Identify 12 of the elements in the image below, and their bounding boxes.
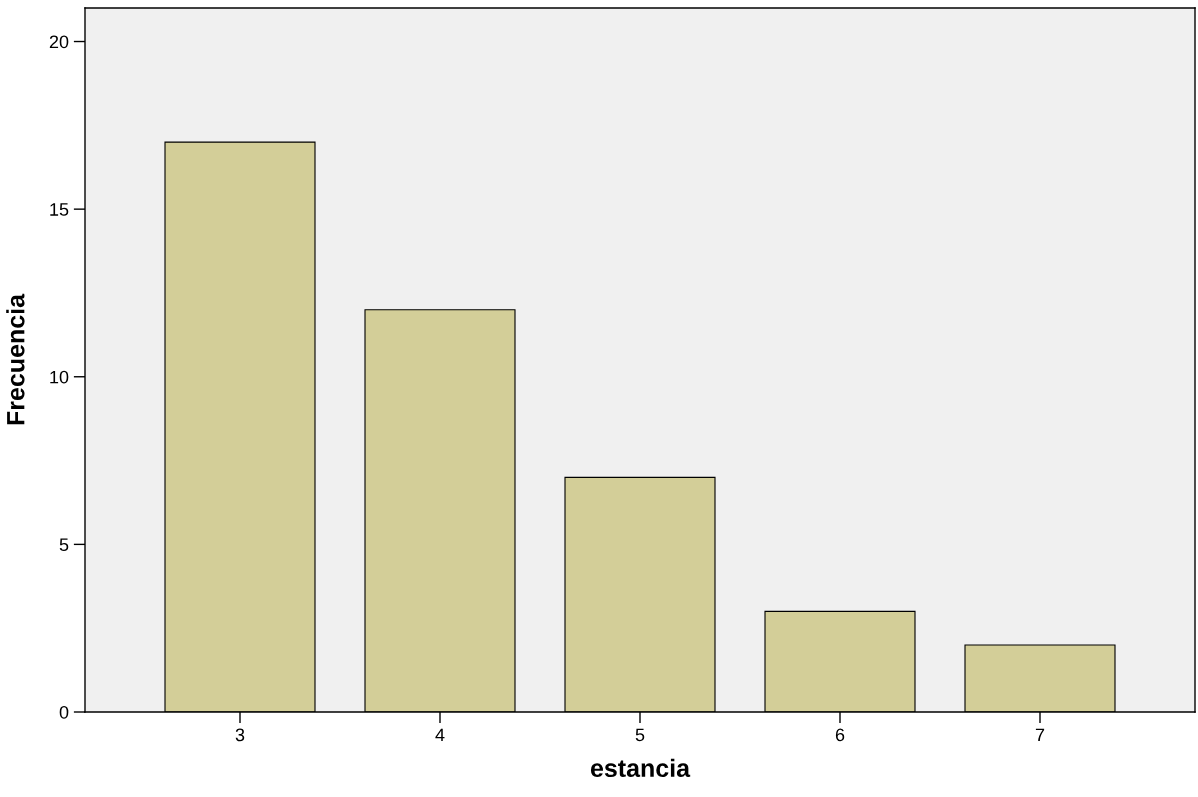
x-axis-title: estancia xyxy=(590,758,691,778)
y-tick-label: 10 xyxy=(50,370,69,384)
x-tick-label: 7 xyxy=(1035,728,1045,742)
y-tick-label: 20 xyxy=(49,35,69,49)
y-axis-title: Frecuencia xyxy=(6,293,25,425)
x-tick-label: 3 xyxy=(235,728,245,742)
x-tick-label: 5 xyxy=(635,728,645,742)
x-tick-label: 4 xyxy=(435,728,445,742)
y-tick-label: 5 xyxy=(59,538,69,552)
y-tick-label: 15 xyxy=(50,203,69,216)
x-tick-label: 6 xyxy=(835,728,845,742)
y-tick-label: 0 xyxy=(59,705,69,719)
